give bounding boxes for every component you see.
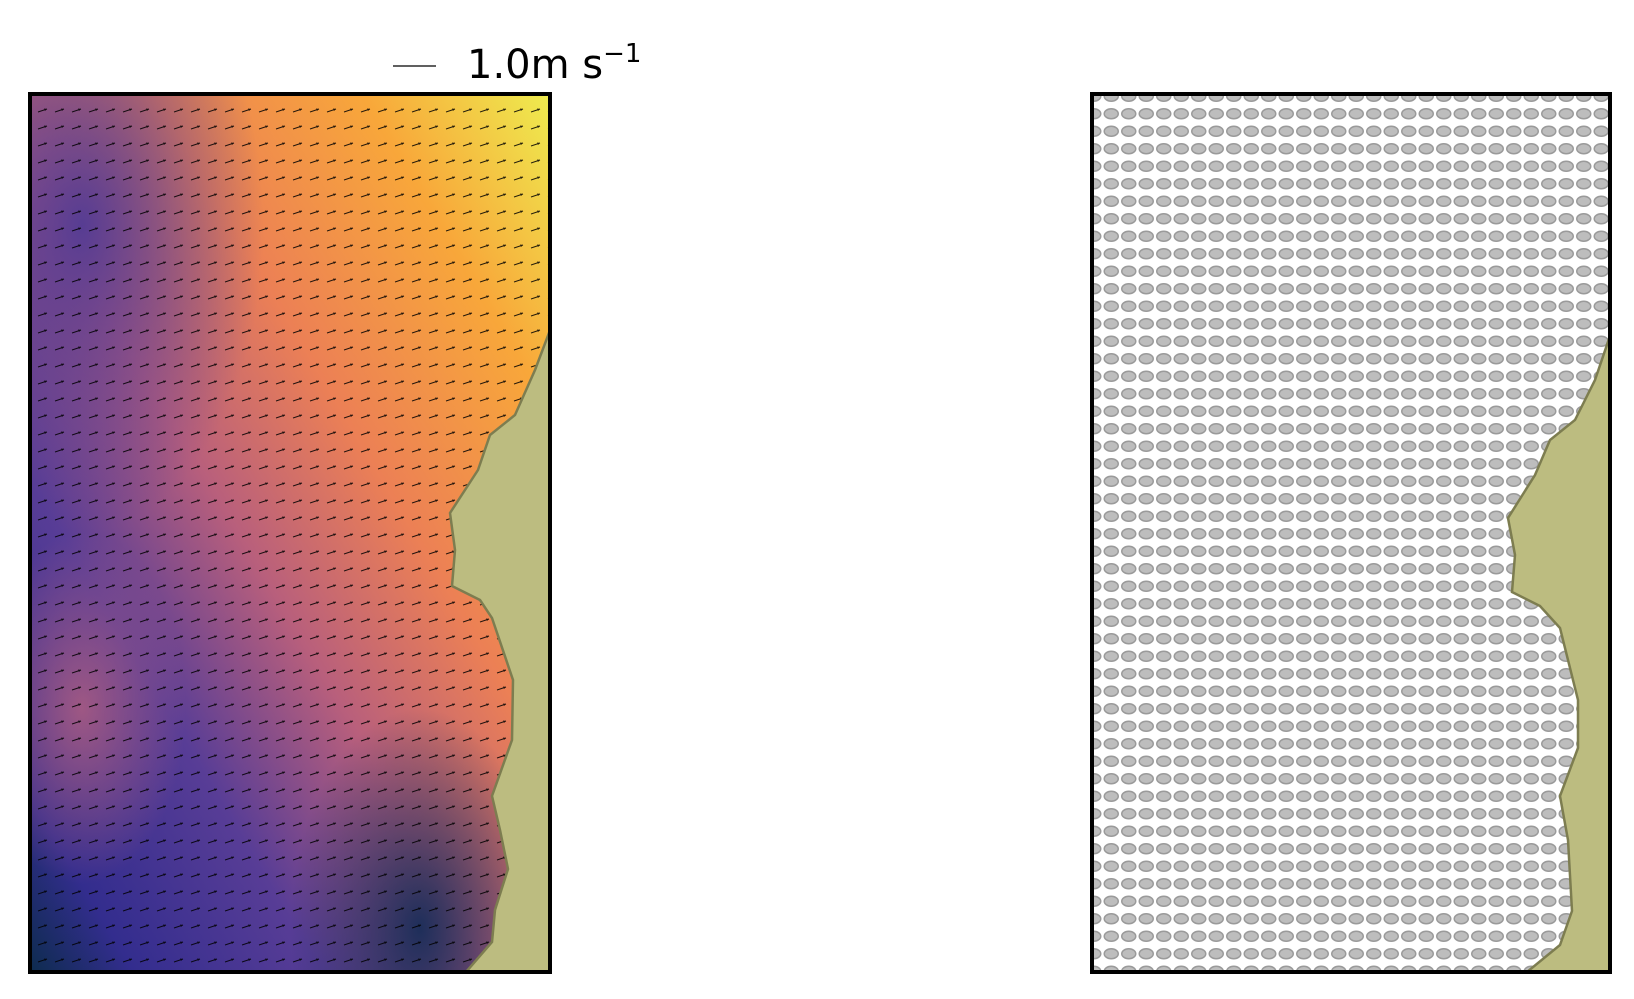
panel-frame (1090, 92, 1612, 974)
land (1506, 331, 1610, 972)
velocity-panel (30, 94, 550, 972)
quiver-key-superscript: −1 (603, 39, 641, 69)
land (448, 326, 550, 972)
quiver-key-label: 1.0m s−1 (467, 39, 641, 88)
quiver-key-text: 1.0m s (467, 42, 603, 88)
panel-frame (28, 92, 552, 974)
ellipse-panel (1092, 94, 1610, 972)
